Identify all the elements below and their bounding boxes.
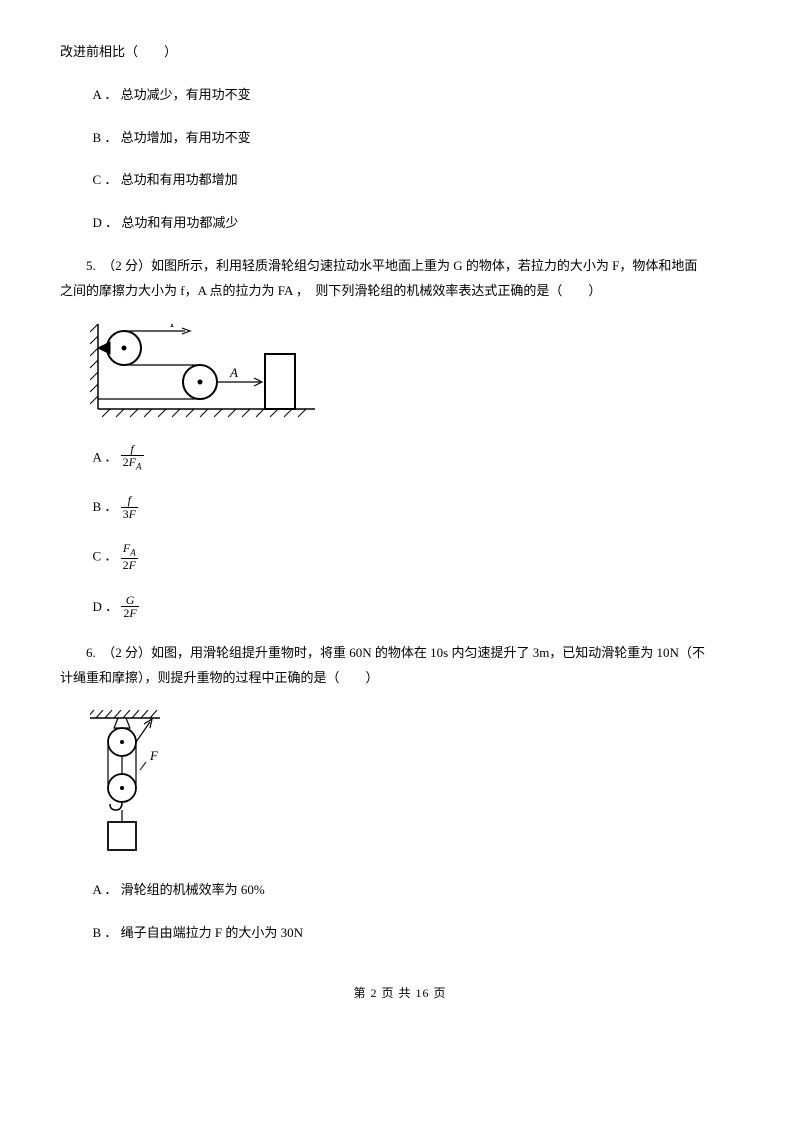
q4-option-a: A ． 总功减少，有用功不变 [60,85,740,106]
page-footer: 第 2 页 共 16 页 [60,984,740,1003]
q5-option-c: C ． FA2F [60,543,740,572]
q6-stem-line2: 计绳重和摩擦），则提升重物的过程中正确的是（ ） [60,668,740,689]
label-f: F [169,324,179,331]
wall-hatch-icon [90,324,98,404]
q4-option-d: D ． 总功和有用功都减少 [60,213,740,234]
q4-option-c: C ． 总功和有用功都增加 [60,170,740,191]
q6-option-a: A ． 滑轮组的机械效率为 60% [60,880,740,901]
load-box-icon [108,822,136,850]
q6-option-b: B ． 绳子自由端拉力 F 的大小为 30N [60,923,740,944]
q4-option-b: B ． 总功增加，有用功不变 [60,128,740,149]
label-a: A [229,365,238,380]
q5-stem-line2: 之间的摩擦力大小为 f，A 点的拉力为 FA ， 则下列滑轮组的机械效率表达式正… [60,281,740,302]
q5-figure: F A [90,324,740,424]
q5-option-a: A ． f2FA [60,444,740,473]
q6-stem-line1: 6. （2 分）如图，用滑轮组提升重物时，将重 60N 的物体在 10s 内匀速… [60,643,740,664]
label-f6: F [149,748,159,763]
q4-continuation: 改进前相比（ ） [60,42,740,63]
q5-option-b: B ． f3F [60,495,740,521]
q6-figure: F [90,710,740,860]
ceiling-hatch-icon [90,710,157,718]
page-content: 改进前相比（ ） A ． 总功减少，有用功不变 B ． 总功增加，有用功不变 C… [0,0,800,1033]
block-icon [265,354,295,409]
q5-option-d: D ． G2F [60,595,740,621]
q5-stem-line1: 5. （2 分）如图所示，利用轻质滑轮组匀速拉动水平地面上重为 G 的物体，若拉… [60,256,740,277]
ground-hatch-icon [102,409,306,417]
